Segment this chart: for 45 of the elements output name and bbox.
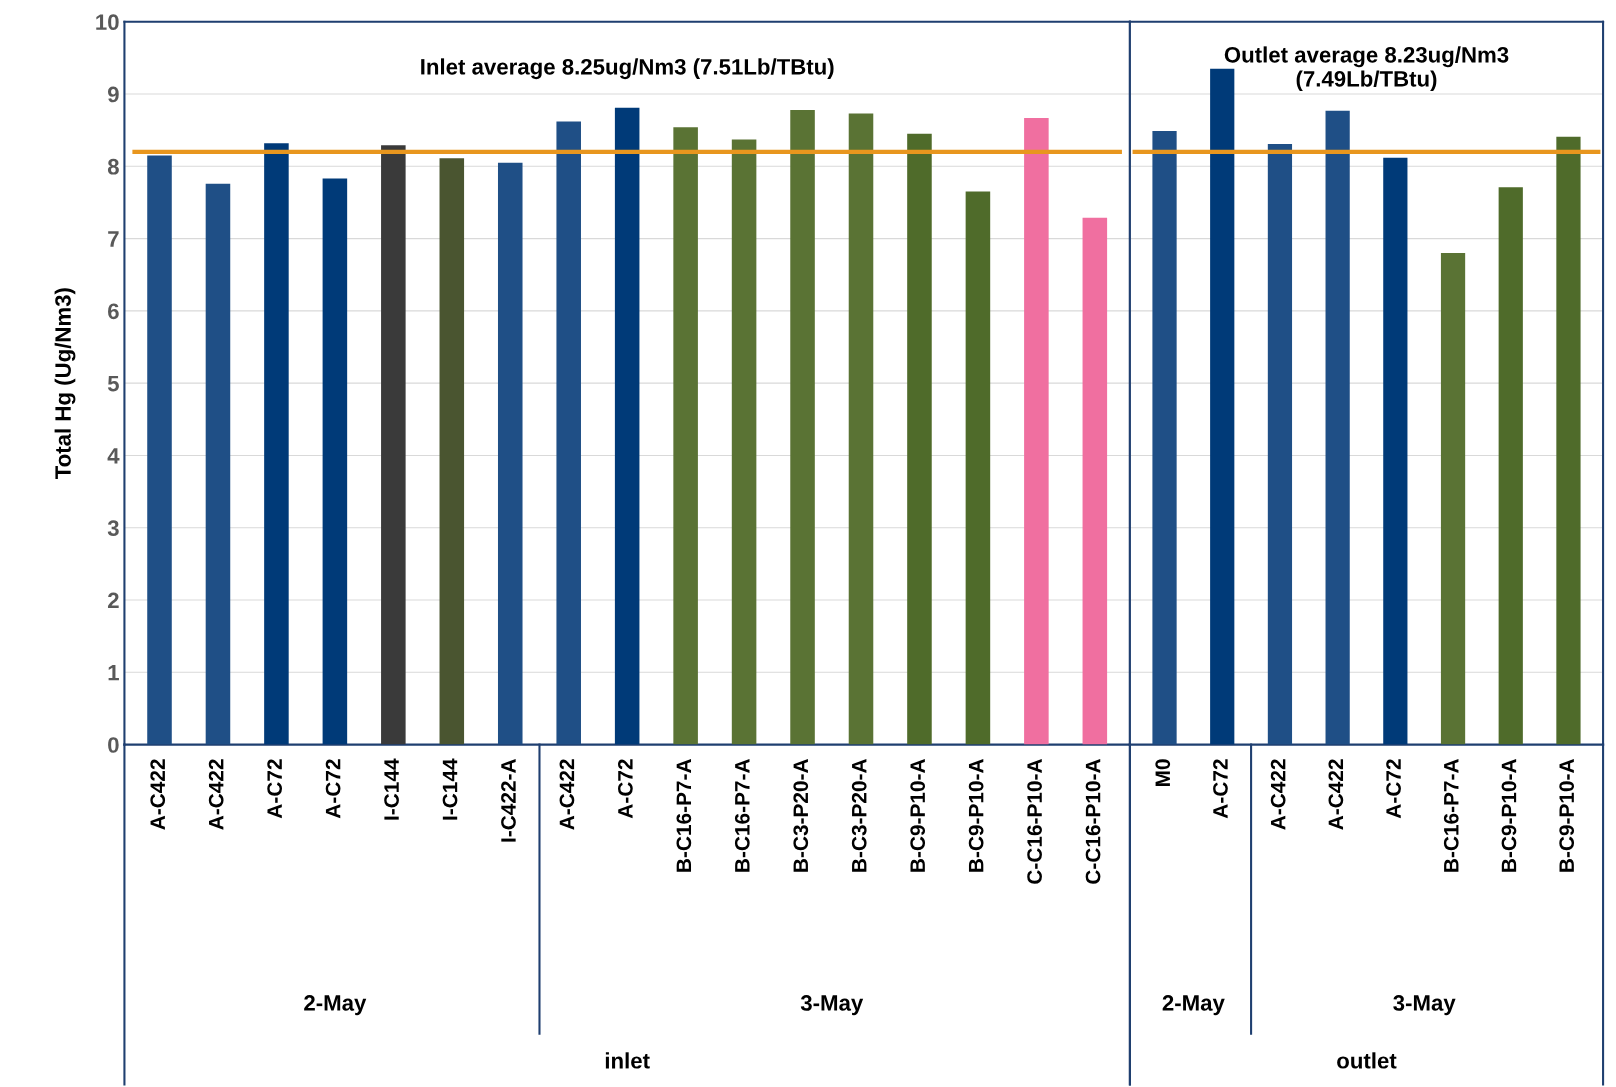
y-tick-label: 9 xyxy=(107,86,119,103)
y-tick-label: 0 xyxy=(108,737,119,753)
x-tick-label: A-C72 xyxy=(325,759,341,819)
y-tick-label: 8 xyxy=(107,158,119,175)
x-tick-label: C-C16-P10-A xyxy=(1027,759,1042,884)
y-tick-label: 1 xyxy=(108,665,119,681)
y-tick-label: 3 xyxy=(107,520,119,537)
text: inlet xyxy=(605,1052,650,1069)
x-tick-label: B-C16-P7-A xyxy=(1443,759,1459,872)
x-tick-label: B-C16-P7-A xyxy=(734,759,750,872)
annotation: Outlet average 8.23ug/Nm3 (7.49Lb/TBtu) xyxy=(1224,46,1509,92)
y-tick-label: 10 xyxy=(96,14,119,31)
annotation: Inlet average 8.25ug/Nm3 (7.51Lb/TBtu) xyxy=(421,58,834,80)
x-tick-label: B-C16-P7-A xyxy=(676,759,692,872)
x-tick-label: A-C422 xyxy=(559,759,575,830)
text: outlet xyxy=(1337,1052,1397,1069)
text: 3-May xyxy=(1393,995,1456,1016)
x-tick-label: A-C72 xyxy=(1386,759,1401,819)
x-tick-label: B-C3-P20-A xyxy=(851,759,867,872)
y-tick-label: 4 xyxy=(107,448,120,464)
x-tick-label: A-C422 xyxy=(1270,759,1286,830)
x-tick-label: B-C9-P10-A xyxy=(1559,759,1575,872)
x-tick-label: B-C9-P10-A xyxy=(1501,759,1517,872)
y-tick-label: 7 xyxy=(108,231,119,247)
y-tick-label: 2 xyxy=(107,592,119,609)
x-tick-label: A-C422 xyxy=(150,759,166,830)
y-tick-label: 6 xyxy=(108,303,119,320)
x-tick-label: I-C144 xyxy=(384,758,399,820)
y-axis-title: Total Hg (Ug/Nm3) xyxy=(54,288,76,479)
x-tick-label: I-C144 xyxy=(442,758,458,820)
x-tick-label: M0 xyxy=(1155,759,1171,787)
text: 2-May xyxy=(1162,995,1225,1016)
x-tick-label: A-C422 xyxy=(208,759,224,830)
x-tick-label: I-C422-A xyxy=(501,759,516,842)
x-tick-label: B-C9-P10-A xyxy=(910,759,926,872)
x-tick-label: A-C72 xyxy=(1213,759,1228,819)
text: 3-May xyxy=(800,995,864,1016)
x-tick-label: C-C16-P10-A xyxy=(1085,759,1101,884)
x-tick-label: A-C422 xyxy=(1328,759,1344,830)
text: 2-May xyxy=(304,995,367,1016)
x-tick-label: A-C72 xyxy=(618,759,633,819)
y-tick-label: 5 xyxy=(107,375,119,392)
x-tick-label: B-C3-P20-A xyxy=(793,759,809,872)
x-tick-label: A-C72 xyxy=(267,759,283,819)
x-tick-label: B-C9-P10-A xyxy=(968,759,984,872)
